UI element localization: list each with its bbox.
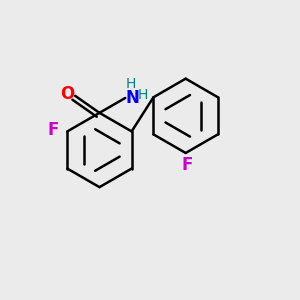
Text: F: F	[47, 121, 59, 139]
Text: N: N	[126, 89, 140, 107]
Text: H: H	[126, 77, 136, 91]
Text: F: F	[182, 157, 193, 175]
Text: O: O	[61, 85, 75, 103]
Text: H: H	[137, 88, 148, 102]
